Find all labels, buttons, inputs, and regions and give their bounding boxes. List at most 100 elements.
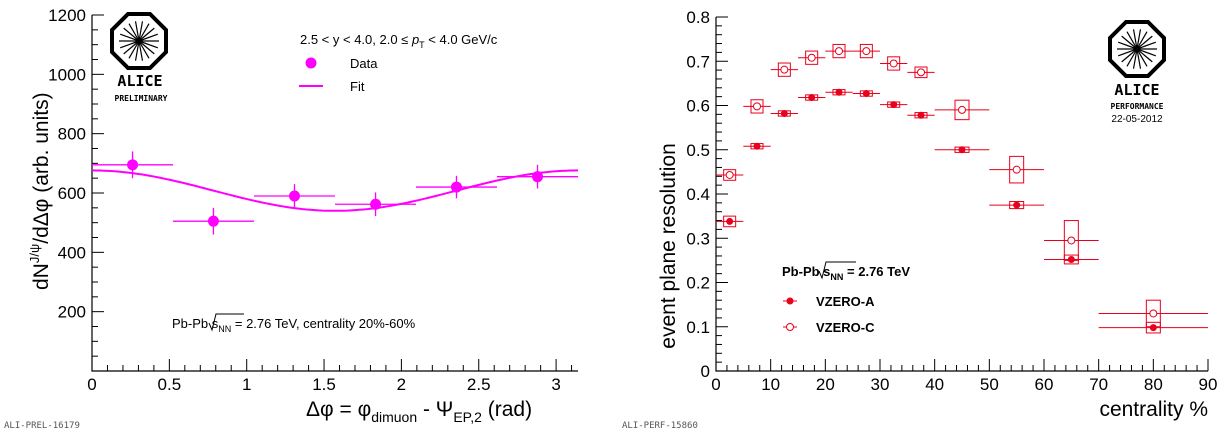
alice-spoke — [1118, 48, 1138, 57]
vzeroc-point — [958, 105, 966, 114]
vzeroa-point — [917, 111, 925, 119]
alice-logo-date: 22-05-2012 — [1111, 114, 1163, 125]
left-x-axis-title-part: dimuon — [371, 409, 417, 425]
left-id-label: ALI-PREL-16179 — [4, 421, 80, 431]
legend-data-label: Data — [350, 56, 378, 71]
alice-spoke — [134, 40, 140, 61]
vzeroa-point — [780, 109, 788, 117]
right-x-tick-label: 40 — [925, 375, 944, 394]
right-x-tick-label: 70 — [1089, 375, 1108, 394]
legend-vzeroc-marker — [786, 323, 794, 331]
left-y-axis-title-part: J/ψ — [27, 244, 42, 263]
alice-spoke — [1121, 35, 1138, 50]
right-x-tick-label: 60 — [1035, 375, 1054, 394]
alice-spoke — [1126, 48, 1138, 67]
left-y-tick-label: 200 — [58, 303, 86, 322]
alice-spoke — [120, 40, 140, 49]
alice-spoke — [1136, 35, 1153, 50]
legend-vzeroc-label: VZERO-C — [816, 320, 875, 335]
left-x-tick-label: 0 — [87, 375, 96, 394]
left-y-tick-label: 1200 — [48, 6, 86, 25]
left-y-tick-label: 400 — [58, 243, 86, 262]
vzeroa-point — [1067, 255, 1075, 263]
fit-curve — [92, 169, 578, 212]
data-point — [450, 181, 462, 193]
vzeroc-point — [807, 53, 816, 62]
left-system-label: Pb-Pb sNN = 2.76 TeV, centrality 20%-60% — [172, 316, 416, 334]
left-x-axis-title: Δφ = φdimuon - ΨEP,2 (rad) — [306, 398, 532, 425]
alice-logo-left: ALICE PRELIMINARY — [110, 12, 168, 103]
right-legend: VZERO-A VZERO-C — [783, 294, 875, 335]
right-x-tick-label: 20 — [816, 375, 835, 394]
alice-spoke — [120, 33, 140, 42]
legend-data-marker — [305, 57, 317, 69]
alice-spokes-icon — [1117, 29, 1157, 69]
alice-spoke — [138, 23, 150, 42]
right-x-tick-label: 80 — [1144, 375, 1163, 394]
data-point — [289, 190, 300, 202]
right-y-tick-label: 0.1 — [686, 318, 710, 337]
left-x-tick-label: 2 — [397, 375, 406, 394]
left-system-part: = 2.76 TeV, centrality 20%-60% — [231, 316, 415, 331]
alice-spoke — [1136, 48, 1142, 69]
alice-spokes-icon — [119, 21, 159, 61]
right-y-tick-label: 0.6 — [686, 97, 710, 116]
vzeroc-point — [725, 170, 734, 179]
right-y-tick-label: 0.3 — [686, 229, 710, 248]
alice-spoke — [1121, 48, 1138, 63]
alice-spoke — [1132, 29, 1138, 50]
left-y-axis-title: dNJ/ψ/dΔφ (arb. units) — [27, 92, 53, 290]
left-x-tick-label: 3 — [551, 375, 560, 394]
left-system-part: NN — [218, 324, 231, 334]
left-y-axis-title-part: dN — [30, 263, 53, 290]
vzeroa-point — [726, 217, 734, 225]
vzeroa-point — [862, 90, 870, 98]
vzeroa-point — [1013, 201, 1021, 209]
right-chart: 0 0.1 0.2 0.3 0.4 0.5 0.6 0.7 0.8 0 10 20 30 40 50 60 70… — [622, 8, 1217, 431]
left-system-part: s — [212, 316, 219, 331]
right-y-tick-label: 0.5 — [686, 141, 710, 160]
alice-logo-tag: PRELIMINARY — [115, 94, 168, 103]
left-system-part: Pb-Pb — [172, 316, 212, 331]
vzeroc-point — [1067, 236, 1076, 245]
data-point — [207, 215, 219, 227]
left-x-axis-title-part: - Ψ — [417, 398, 453, 421]
right-axis-ticks: 0 0.1 0.2 0.3 0.4 0.5 0.6 0.7 0.8 0 10 20 30 40 50 60 70… — [686, 8, 1217, 394]
left-y-axis-title-part: /dΔφ (arb. units) — [30, 92, 53, 243]
alice-spoke — [1136, 29, 1142, 50]
right-system-part: NN — [830, 272, 843, 282]
sqrt-sign-icon — [208, 313, 244, 332]
left-kinematics-part: p — [411, 32, 419, 47]
right-x-axis-title: centrality % — [1099, 398, 1208, 421]
alice-spoke — [138, 33, 158, 42]
vzeroa-point — [808, 94, 816, 102]
left-x-tick-label: 2.5 — [467, 375, 491, 394]
data-point — [127, 159, 139, 171]
alice-spoke — [1132, 48, 1138, 69]
vzeroc-point — [753, 102, 761, 111]
vzeroa-point — [753, 142, 761, 150]
left-kinematics-part: < 4.0 GeV/c — [425, 32, 498, 47]
data-point — [532, 171, 544, 183]
legend-vzeroa-label: VZERO-A — [816, 294, 875, 309]
alice-spoke — [1136, 48, 1148, 67]
right-system-part: Pb-Pb — [782, 264, 823, 279]
right-system-part: s — [823, 264, 830, 279]
right-x-tick-label: 10 — [761, 375, 780, 394]
sqrt-sign-icon — [818, 261, 856, 280]
alice-spoke — [1118, 41, 1138, 50]
right-x-tick-label: 50 — [980, 375, 999, 394]
right-x-tick-label: 90 — [1199, 375, 1218, 394]
vzeroa-point — [1149, 324, 1157, 332]
left-data-layer — [92, 151, 579, 235]
left-fit-layer — [92, 169, 578, 212]
alice-spoke — [1136, 31, 1148, 50]
alice-spoke — [138, 40, 144, 61]
vzeroc-point — [1149, 309, 1158, 318]
legend-fit-label: Fit — [350, 79, 365, 94]
left-legend: Data Fit — [299, 56, 378, 94]
legend-vzeroa-marker — [786, 297, 794, 305]
right-y-axis-title: event plane resolution — [657, 143, 680, 348]
right-id-label: ALI-PERF-15860 — [622, 421, 698, 431]
